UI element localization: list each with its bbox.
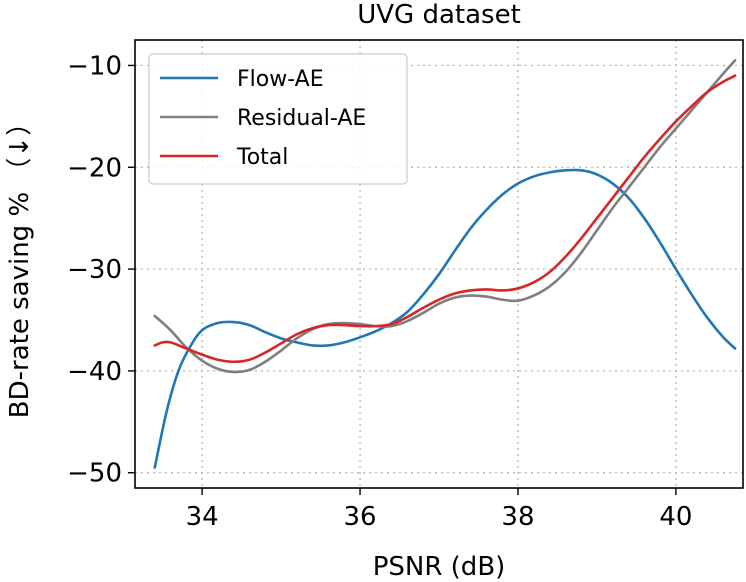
y-tick-label: −10 (67, 51, 122, 81)
x-tick-label: 36 (343, 502, 376, 532)
y-tick-label: −30 (67, 255, 122, 285)
series-lines (153, 59, 737, 469)
x-tick-label: 34 (186, 502, 219, 532)
y-axis-label: BD-rate saving % （↓） (5, 110, 35, 418)
chart-title: UVG dataset (357, 0, 521, 30)
series-line-flow-ae (153, 168, 737, 469)
series-line-residual-ae (153, 59, 737, 374)
legend-label-flow-ae: Flow-AE (237, 67, 324, 92)
x-axis: 34 36 38 40 (186, 488, 692, 532)
plot-frame (134, 39, 744, 489)
y-axis: −10 −20 −30 −40 −50 (67, 51, 135, 489)
x-tick-label: 40 (659, 502, 692, 532)
y-tick-label: −40 (67, 357, 122, 387)
legend-label-total: Total (236, 145, 288, 170)
legend: Flow-AE Residual-AE Total (148, 53, 408, 185)
grid (135, 40, 743, 488)
y-tick-label: −50 (67, 459, 122, 489)
legend-label-residual-ae: Residual-AE (237, 106, 366, 131)
y-tick-label: −20 (67, 153, 122, 183)
series-line-total (153, 74, 737, 364)
x-axis-label: PSNR (dB) (373, 552, 506, 582)
x-tick-label: 38 (501, 502, 534, 532)
legend-box (148, 53, 408, 185)
